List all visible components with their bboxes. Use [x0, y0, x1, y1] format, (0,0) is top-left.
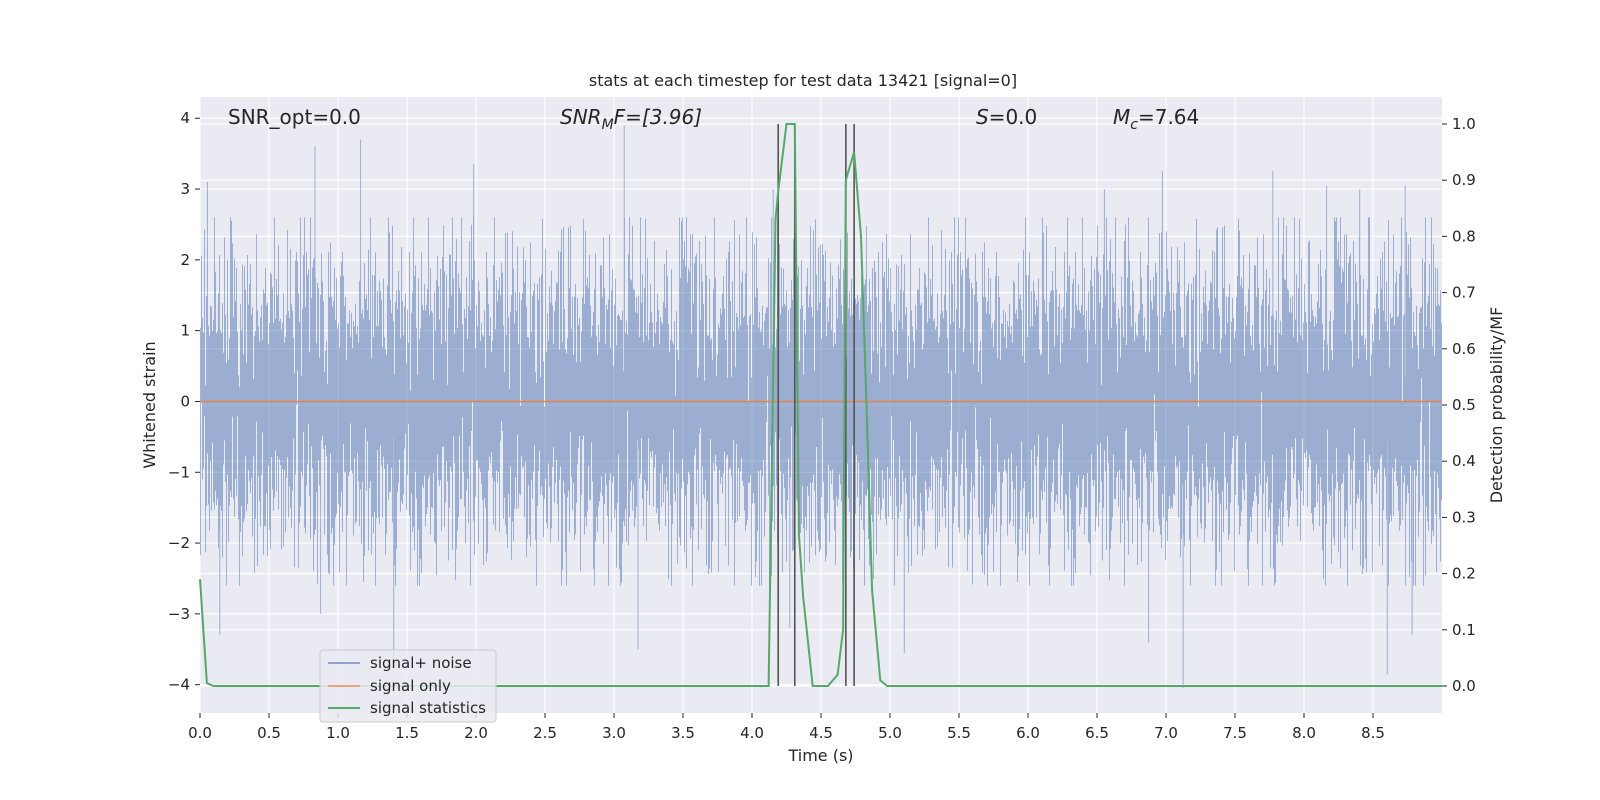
x-tick-label-16: 8.0 [1292, 724, 1316, 742]
y-right-tick-label-5: 0.5 [1452, 396, 1476, 414]
x-tick-label-4: 2.0 [464, 724, 488, 742]
y-left-tick-label-6: −2 [168, 534, 190, 552]
noise-band-path [200, 125, 1442, 689]
y-right-tick-label-8: 0.2 [1452, 565, 1476, 583]
legend-label-signal-statistics: signal statistics [370, 699, 486, 717]
y-right-tick-label-10: 0.0 [1452, 677, 1476, 695]
annotation-snr-opt: SNR_opt=0.0 [228, 105, 361, 129]
chart-title: stats at each timestep for test data 134… [589, 71, 1017, 90]
x-tick-label-10: 5.0 [878, 724, 902, 742]
x-tick-label-1: 0.5 [257, 724, 281, 742]
y-left-axis-ticks: 4 3 2 1 0 −1 −2 −3 −4 [168, 109, 200, 694]
y-right-tick-label-1: 0.9 [1452, 171, 1476, 189]
annotations: SNR_opt=0.0 SNRMF=[3.96] S=0.0 Mc=7.64 [228, 105, 1199, 133]
y-left-tick-label-0: 4 [180, 109, 190, 127]
x-tick-label-2: 1.0 [326, 724, 350, 742]
x-tick-label-9: 4.5 [809, 724, 833, 742]
y-left-tick-label-3: 1 [180, 322, 190, 340]
y-left-tick-label-1: 3 [180, 180, 190, 198]
annotation-snr-mf-main: SNR [560, 105, 602, 129]
annotation-mc-sub: c [1130, 117, 1138, 133]
annotation-snr-mf: SNRMF=[3.96] [560, 105, 702, 133]
x-tick-label-8: 4.0 [740, 724, 764, 742]
annotation-s: S=0.0 [976, 105, 1037, 129]
x-tick-label-14: 7.0 [1154, 724, 1178, 742]
y-left-tick-label-2: 2 [180, 251, 190, 269]
y-right-tick-label-9: 0.1 [1452, 621, 1476, 639]
y-right-tick-label-3: 0.7 [1452, 284, 1476, 302]
x-tick-label-12: 6.0 [1016, 724, 1040, 742]
y-left-tick-label-4: 0 [180, 392, 190, 410]
y-left-axis-label: Whitened strain [140, 341, 159, 468]
annotation-snr-mf-sub: M [602, 117, 614, 133]
series-signal-plus-noise [200, 125, 1442, 689]
x-axis-label: Time (s) [787, 746, 853, 765]
legend-label-signal-only: signal only [370, 677, 451, 695]
legend-box [319, 649, 497, 723]
y-right-tick-label-4: 0.6 [1452, 340, 1476, 358]
annotation-mc-main: M [1113, 105, 1130, 129]
x-tick-label-7: 3.5 [671, 724, 695, 742]
y-left-tick-label-7: −3 [168, 605, 190, 623]
annotation-mc: Mc=7.64 [1113, 105, 1199, 133]
annotation-snr-opt-text: SNR_opt=0.0 [228, 105, 361, 129]
x-tick-label-5: 2.5 [533, 724, 557, 742]
annotation-s-main: S [976, 105, 989, 129]
y-left-tick-label-5: −1 [168, 463, 190, 481]
annotation-s-rest: =0.0 [989, 105, 1038, 129]
annotation-snr-mf-rest: F=[3.96] [614, 105, 702, 129]
y-right-axis-label: Detection probability/MF [1487, 307, 1506, 504]
y-right-tick-label-2: 0.8 [1452, 227, 1476, 245]
x-tick-label-15: 7.5 [1223, 724, 1247, 742]
y-right-tick-label-0: 1.0 [1452, 115, 1476, 133]
x-tick-label-6: 3.0 [602, 724, 626, 742]
y-right-axis-ticks: 1.0 0.9 0.8 0.7 0.6 0.5 0.4 0.3 0.2 0.1 0.0 [1442, 115, 1476, 695]
annotation-mc-rest: =7.64 [1138, 105, 1199, 129]
legend-label-signal-plus-noise: signal+ noise [370, 654, 472, 672]
x-axis-ticks: 0.0 0.5 1.0 1.5 2.0 2.5 3.0 3.5 4.0 4.5 5.0 5.5 6.0 6… [188, 713, 1385, 742]
x-tick-label-17: 8.5 [1361, 724, 1385, 742]
y-right-tick-label-6: 0.4 [1452, 452, 1476, 470]
x-tick-label-11: 5.5 [947, 724, 971, 742]
x-tick-label-13: 6.5 [1085, 724, 1109, 742]
x-tick-label-3: 1.5 [395, 724, 419, 742]
legend: signal+ noise signal only signal statist… [319, 649, 497, 723]
series-signal-statistics [199, 123, 1442, 687]
x-tick-label-0: 0.0 [188, 724, 212, 742]
y-right-tick-label-7: 0.3 [1452, 508, 1476, 526]
y-left-tick-label-8: −4 [168, 676, 190, 694]
